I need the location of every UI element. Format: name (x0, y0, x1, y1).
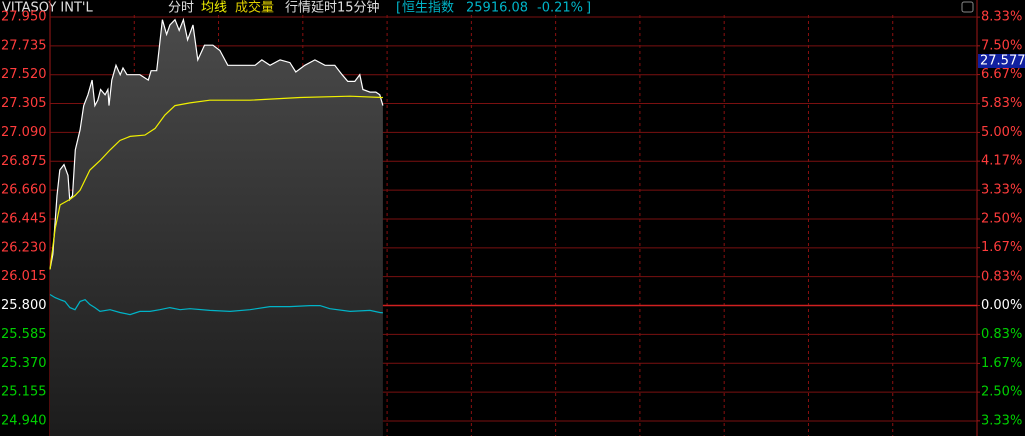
price-marker-box (978, 54, 1025, 68)
series-line (49, 17, 384, 270)
y-tick-label: 26.015 (1, 269, 47, 284)
y-tick-label: 24.940 (1, 413, 47, 428)
window-icon[interactable] (961, 1, 974, 13)
y2-tick-label: 3.33% (981, 413, 1022, 428)
y-tick-label: 27.735 (1, 38, 47, 53)
y2-tick-label: 7.50% (981, 38, 1022, 53)
y2-tick-label: 2.50% (981, 385, 1022, 400)
delay-note: 行情延时15分钟 (285, 0, 380, 16)
index-value: 25916.08 (466, 1, 528, 16)
y2-tick-label: 1.67% (981, 356, 1022, 371)
tab[interactable]: 成交量 (235, 0, 274, 16)
y-tick-label: 25.370 (1, 356, 47, 371)
y-tick-label: 27.950 (1, 9, 47, 24)
index-name: 恒生指数 (402, 1, 454, 16)
y2-tick-label: 8.33% (981, 10, 1022, 25)
y2-tick-label: 0.83% (981, 269, 1022, 284)
y-tick-label: 25.800 (1, 298, 47, 313)
y2-tick-label: 3.33% (981, 183, 1022, 198)
y2-tick-label: 4.17% (981, 154, 1022, 169)
y2-tick-label: 5.83% (981, 96, 1022, 111)
y2-tick-label: 1.67% (981, 240, 1022, 255)
y-tick-label: 26.660 (1, 183, 47, 198)
y-tick-label: 25.155 (1, 385, 47, 400)
series-line (49, 95, 383, 270)
y-tick-label: 26.445 (1, 211, 47, 226)
price-marker: 27.577 (980, 54, 1025, 69)
y2-tick-label: 0.00% (981, 298, 1022, 313)
tab[interactable]: 分时 (168, 1, 194, 16)
series-line (49, 293, 383, 316)
price-area (50, 19, 383, 436)
y-tick-label: 25.585 (1, 327, 47, 342)
tab[interactable]: 均线 (201, 1, 227, 16)
index-bracket: [ (396, 1, 401, 16)
index-bracket: ] (586, 1, 591, 16)
y2-tick-label: 6.67% (981, 67, 1022, 82)
y-tick-label: 26.230 (1, 240, 47, 255)
y2-tick-label: 5.00% (981, 125, 1022, 140)
y-tick-label: 27.090 (1, 125, 47, 140)
index-change: -0.21% (537, 1, 583, 16)
y-tick-label: 26.875 (1, 154, 47, 169)
y-tick-label: 27.305 (1, 96, 47, 111)
stock-name: VITASOY INT'L (2, 1, 93, 16)
y2-tick-label: 2.50% (981, 211, 1022, 226)
y2-tick-label: 0.83% (981, 327, 1022, 342)
y-tick-label: 27.520 (1, 67, 47, 82)
